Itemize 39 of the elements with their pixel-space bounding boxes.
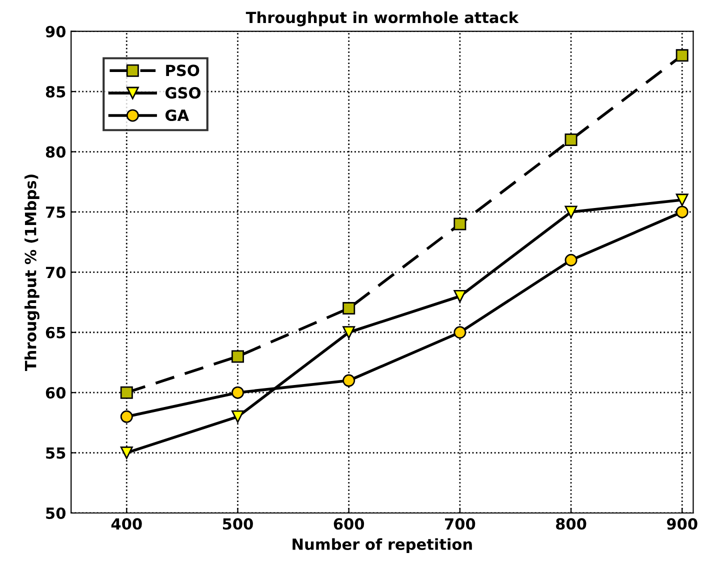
y-tick-label: 85 (46, 86, 66, 98)
y-tick-label: 70 (46, 266, 66, 278)
point (676, 194, 688, 206)
x-tick-label: 400 (111, 518, 142, 530)
legend-label: GA (165, 109, 190, 122)
y-tick-label: 55 (46, 447, 66, 459)
point (564, 133, 578, 146)
point (120, 446, 133, 460)
y-tick-label: 50 (46, 507, 66, 520)
point (454, 290, 466, 303)
point (676, 206, 688, 218)
x-tick-label: 500 (222, 518, 253, 530)
legend-label: GSO (165, 87, 200, 99)
x-tick-label: 900 (666, 518, 698, 530)
point (342, 302, 356, 315)
point (231, 410, 244, 423)
point (454, 326, 466, 339)
x-axis-title: Number of repetition (292, 538, 472, 553)
x-tick-label: 600 (334, 518, 364, 530)
legend-label: PSO (166, 64, 200, 76)
point (564, 206, 578, 218)
point (231, 386, 244, 399)
point (120, 386, 133, 399)
point (120, 410, 133, 423)
y-tick-label: 90 (46, 26, 66, 38)
point (564, 254, 578, 266)
y-tick-label: 60 (46, 387, 66, 399)
point (454, 218, 466, 230)
point (342, 326, 356, 339)
chart-title: Throughput in wormhole attack (246, 11, 519, 26)
y-tick-label: 80 (46, 146, 66, 158)
point (342, 374, 356, 387)
x-tick-label: 800 (556, 518, 586, 530)
point (231, 350, 244, 363)
x-tick-label: 700 (445, 518, 476, 530)
y-tick-label: 65 (46, 326, 66, 338)
y-axis-title: Throughput % (1Mbps) (24, 174, 40, 372)
point (676, 49, 688, 62)
y-tick-label: 75 (46, 206, 66, 218)
